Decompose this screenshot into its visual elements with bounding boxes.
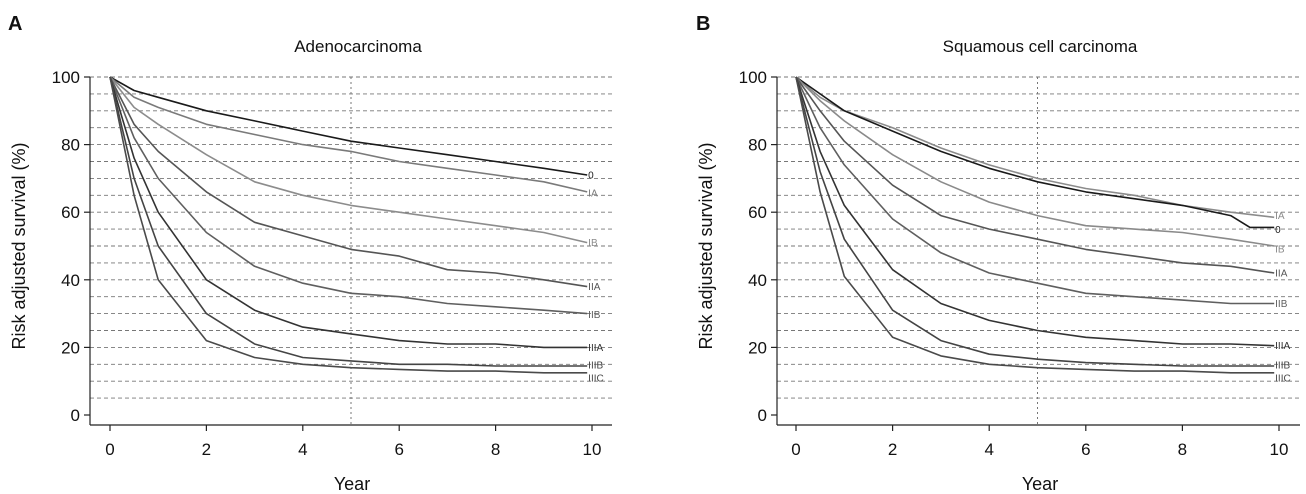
chart-title-b: Squamous cell carcinoma bbox=[943, 37, 1138, 56]
curve-iia bbox=[795, 76, 1275, 274]
grid-b bbox=[777, 76, 1300, 399]
x-tick-labels-a: 0 2 4 6 8 10 bbox=[105, 440, 601, 459]
y-tick-label: 60 bbox=[61, 203, 80, 222]
curve-label-iib: IIB bbox=[1275, 299, 1288, 310]
axes-a bbox=[84, 76, 612, 431]
curve-0 bbox=[109, 76, 588, 176]
curve-label-iiib: IIIB bbox=[588, 360, 603, 371]
curve-label-iiia: IIIA bbox=[1275, 341, 1290, 352]
curve-label-0: 0 bbox=[1275, 225, 1281, 236]
x-tick-label: 6 bbox=[1081, 440, 1090, 459]
x-tick-label: 8 bbox=[1178, 440, 1187, 459]
x-tick-label: 2 bbox=[202, 440, 211, 459]
x-tick-label: 4 bbox=[984, 440, 993, 459]
y-tick-label: 80 bbox=[61, 136, 80, 155]
x-tick-label: 6 bbox=[394, 440, 403, 459]
curve-labels-b: IA 0 IB IIA IIB IIIA IIIB IIIC bbox=[1275, 211, 1291, 384]
curve-label-ia: IA bbox=[1275, 211, 1285, 222]
x-tick-labels-b: 0 2 4 6 8 10 bbox=[791, 440, 1288, 459]
curve-iib bbox=[109, 76, 588, 315]
y-tick-label: 0 bbox=[758, 406, 767, 425]
curves-a bbox=[109, 76, 588, 374]
y-tick-label: 60 bbox=[748, 203, 767, 222]
y-tick-label: 100 bbox=[739, 68, 767, 87]
curve-iiib bbox=[109, 76, 588, 367]
y-tick-label: 80 bbox=[748, 136, 767, 155]
x-axis-label-b: Year bbox=[1022, 474, 1058, 494]
curve-iiib bbox=[795, 76, 1275, 367]
curve-ib bbox=[109, 76, 588, 244]
curve-label-iiic: IIIC bbox=[588, 373, 604, 384]
curve-label-ib: IB bbox=[588, 238, 598, 249]
panel-letter-b: B bbox=[696, 13, 710, 35]
curve-ib bbox=[795, 76, 1275, 247]
x-axis-label-a: Year bbox=[334, 474, 370, 494]
x-tick-label: 10 bbox=[1270, 440, 1289, 459]
curve-ia bbox=[795, 76, 1275, 219]
panel-b: B Squamous cell carcinoma IA 0 IB IIA IIB III… bbox=[696, 13, 1300, 494]
curve-labels-a: 0 IA IB IIA IIB IIIA IIIB IIIC bbox=[588, 171, 604, 385]
curve-iiia bbox=[109, 76, 588, 349]
y-axis-label-a: Risk adjusted survival (%) bbox=[9, 142, 29, 349]
panel-letter-a: A bbox=[8, 13, 22, 35]
panel-a: A Adenocarcinoma 0 IA IB IIA IIB IIIA IIIB IIIC… bbox=[8, 13, 612, 494]
y-tick-label: 0 bbox=[71, 406, 80, 425]
x-tick-label: 0 bbox=[105, 440, 114, 459]
curves-b bbox=[795, 76, 1275, 374]
axes-b bbox=[771, 76, 1300, 431]
y-tick-labels-a: 0 20 40 60 80 100 bbox=[52, 68, 80, 425]
chart-title-a: Adenocarcinoma bbox=[294, 37, 422, 56]
curve-iib bbox=[795, 76, 1275, 305]
curve-label-iia: IIA bbox=[1275, 269, 1288, 280]
curve-label-ib: IB bbox=[1275, 245, 1285, 256]
curve-label-iib: IIB bbox=[588, 310, 601, 321]
y-tick-labels-b: 0 20 40 60 80 100 bbox=[739, 68, 767, 425]
curve-label-iiic: IIIC bbox=[1275, 373, 1291, 384]
x-tick-label: 10 bbox=[583, 440, 602, 459]
curve-label-iiib: IIIB bbox=[1275, 360, 1290, 371]
curve-label-iia: IIA bbox=[588, 282, 601, 293]
curve-iia bbox=[109, 76, 588, 288]
curve-iiic bbox=[795, 76, 1275, 374]
curve-iiia bbox=[795, 76, 1275, 347]
y-axis-label-b: Risk adjusted survival (%) bbox=[696, 142, 716, 349]
y-tick-label: 20 bbox=[748, 338, 767, 357]
curve-iiic bbox=[109, 76, 588, 374]
x-tick-label: 8 bbox=[491, 440, 500, 459]
y-tick-label: 40 bbox=[748, 271, 767, 290]
y-tick-label: 20 bbox=[61, 338, 80, 357]
curve-label-iiia: IIIA bbox=[588, 343, 603, 354]
y-tick-label: 40 bbox=[61, 271, 80, 290]
x-tick-label: 4 bbox=[298, 440, 307, 459]
curve-label-0: 0 bbox=[588, 171, 594, 182]
curve-ia bbox=[109, 76, 588, 193]
curve-label-ia: IA bbox=[588, 188, 598, 199]
x-tick-label: 2 bbox=[888, 440, 897, 459]
y-tick-label: 100 bbox=[52, 68, 80, 87]
curve-0 bbox=[795, 76, 1275, 229]
x-tick-label: 0 bbox=[791, 440, 800, 459]
